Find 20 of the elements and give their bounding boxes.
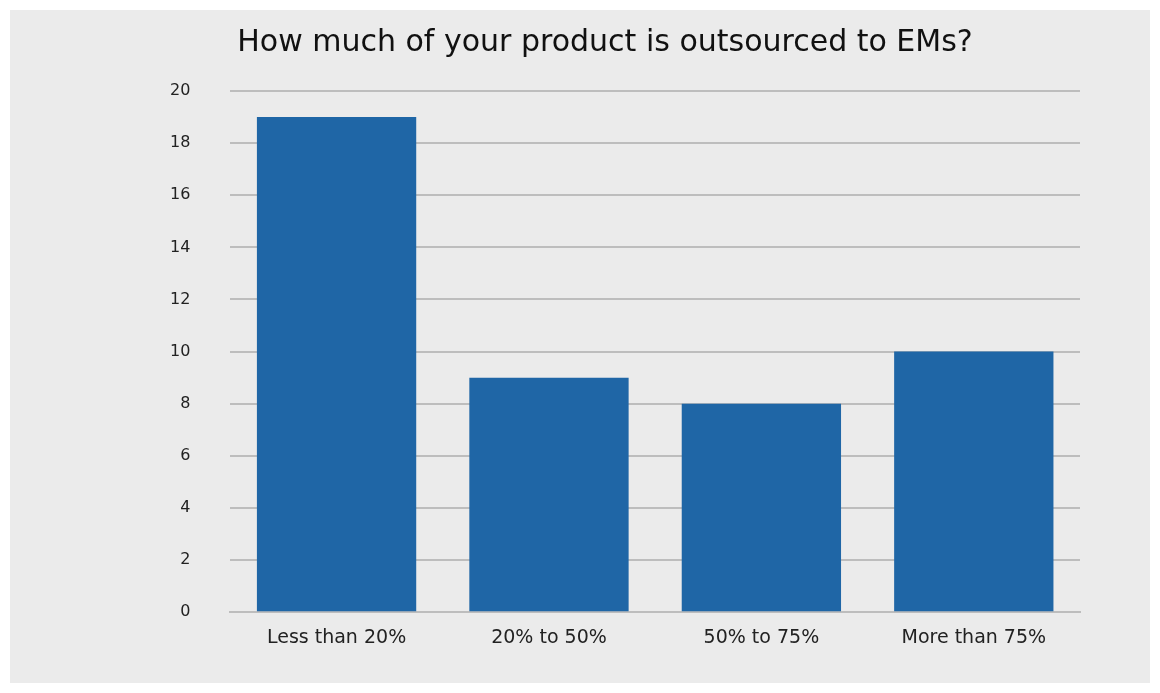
bar (894, 351, 1054, 612)
bar (256, 117, 417, 612)
y-tick-label: 12 (170, 288, 191, 308)
y-tick-label: 16 (170, 184, 191, 204)
y-tick-label: 10 (170, 340, 191, 360)
y-tick-label: 18 (170, 132, 191, 152)
y-tick-label: 2 (180, 549, 191, 569)
y-tick-label: 6 (180, 445, 191, 464)
x-tick-label: 20% to 50% (491, 624, 607, 647)
x-tick-label: More than 75% (901, 624, 1047, 647)
bar (681, 403, 842, 612)
chart-title: How much of your product is outsourced to EMs? (237, 22, 973, 58)
bar (469, 377, 629, 612)
y-tick-label: 8 (180, 392, 191, 412)
y-tick-label: 14 (170, 236, 191, 256)
y-tick-label: 20 (170, 80, 191, 100)
x-tick-label: 50% to 75% (703, 624, 820, 647)
x-tick-label: Less than 20% (266, 624, 407, 647)
y-tick-label: 4 (180, 497, 191, 517)
y-tick-label: 0 (180, 601, 191, 621)
